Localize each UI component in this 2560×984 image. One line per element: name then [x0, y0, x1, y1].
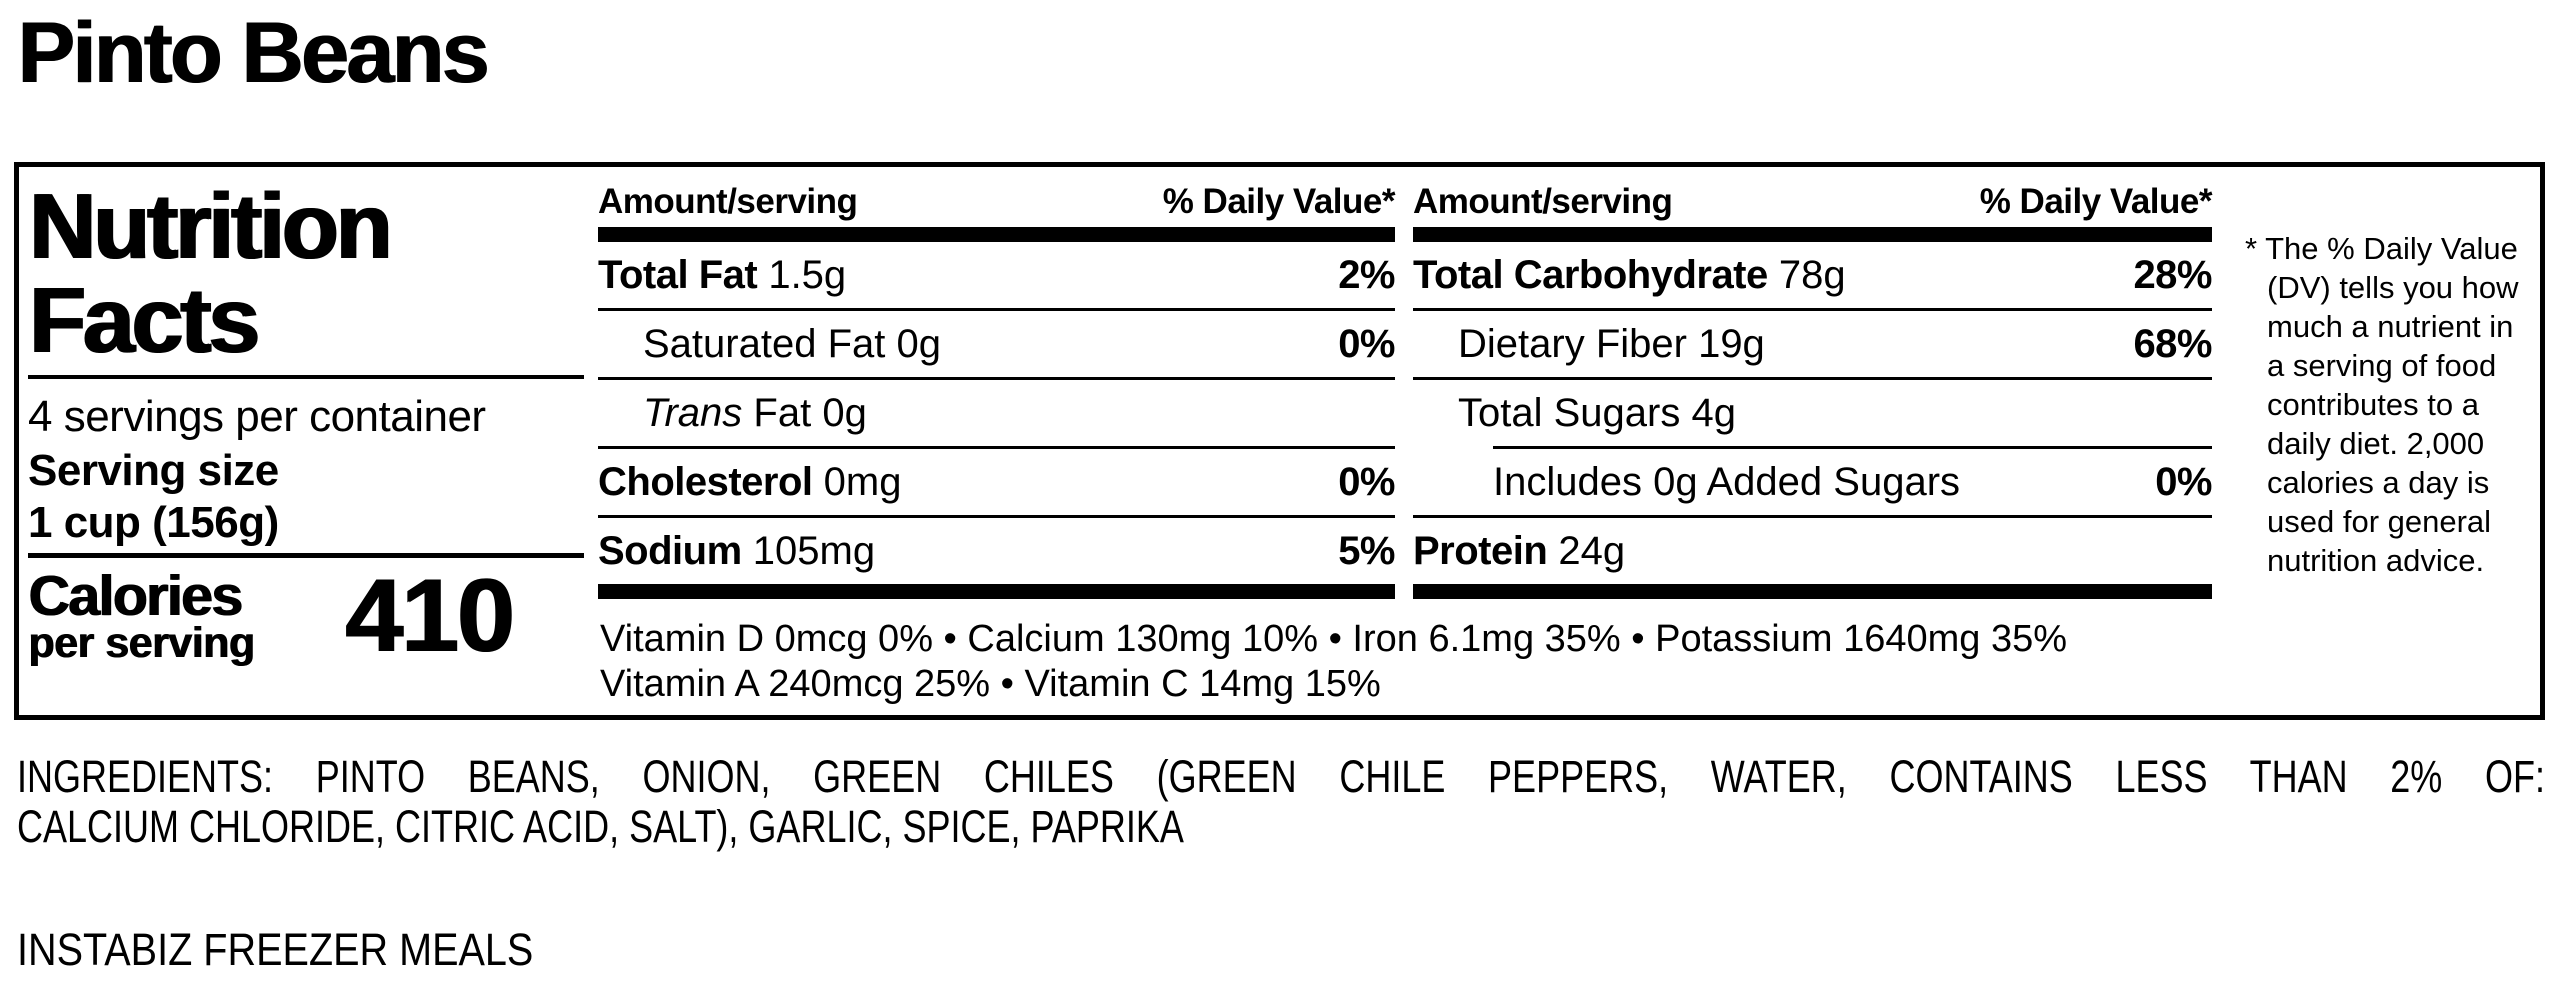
nutrient-name: Includes 0g Added Sugars — [1493, 459, 1961, 504]
row-divider — [1413, 308, 2212, 311]
nutrient-name-amount: Total Sugars 4g — [1458, 390, 1736, 435]
nutrient-name: Total Carbohydrate — [1413, 252, 1768, 297]
calories-value: 410 — [344, 558, 514, 674]
footnote-line: used for general — [2267, 504, 2492, 539]
daily-value-header: % Daily Value* — [1979, 182, 2213, 221]
nutrient-row: Includes 0g Added Sugars 0% — [1413, 449, 2212, 515]
daily-value-percent: 28% — [2133, 252, 2212, 297]
calories-labels: Calories per serving — [28, 564, 255, 667]
page-title: Pinto Beans — [17, 5, 489, 101]
nutrient-name-amount: Sodium 105mg — [598, 528, 876, 573]
serving-size-value: 1 cup (156g) — [28, 498, 279, 547]
serving-size-label: Serving size — [28, 446, 279, 495]
nutrient-name: Protein — [1413, 528, 1548, 573]
nutrient-row: Total Sugars 4g — [1413, 380, 2212, 446]
row-divider — [1413, 515, 2212, 518]
row-divider — [598, 446, 1395, 449]
daily-value-header: % Daily Value* — [1162, 182, 1396, 221]
footnote-line: contributes to a — [2267, 387, 2479, 422]
nutrient-name: Sodium — [598, 528, 742, 573]
daily-value-percent: 5% — [1338, 528, 1395, 573]
nutrient-column-1: Amount/serving % Daily Value* Total Fat 1.… — [598, 181, 1396, 599]
ingredients-section: INGREDIENTS: PINTO BEANS, ONION, GREEN C… — [17, 752, 2545, 852]
nutrition-facts-heading-line1: Nutrition — [28, 174, 391, 278]
ingredients-text: INGREDIENTS: PINTO BEANS, ONION, GREEN C… — [17, 752, 2545, 852]
ingredients-line2: CALCIUM CHLORIDE, CITRIC ACID, SALT), GA… — [17, 801, 1184, 852]
row-divider — [598, 515, 1395, 518]
calories-sublabel: per serving — [28, 619, 255, 667]
nutrient-name: Cholesterol — [598, 459, 813, 504]
nutrient-row: Protein 24g — [1413, 518, 2212, 584]
footnote-line: * The % Daily Value — [2245, 231, 2518, 266]
ingredients-line1: INGREDIENTS: PINTO BEANS, ONION, GREEN C… — [17, 751, 2545, 802]
nutrient-name-amount: Trans Fat 0g — [643, 390, 867, 435]
nutrient-name-amount: Cholesterol 0mg — [598, 459, 902, 504]
vitamins-section: Vitamin D 0mcg 0% • Calcium 130mg 10% • … — [600, 617, 2214, 707]
thick-bar — [1413, 584, 2212, 599]
nutrition-facts-panel: Nutrition Facts 4 servings per container… — [14, 162, 2545, 720]
nutrient-row: Total Fat 1.5g 2% — [598, 242, 1395, 308]
vitamins-line1: Vitamin D 0mcg 0% • Calcium 130mg 10% • … — [600, 618, 2068, 660]
nutrient-name-amount: Protein 24g — [1413, 528, 1626, 573]
divider-rule — [28, 375, 584, 379]
nutrient-column-2: Amount/serving % Daily Value* Total Carboh… — [1413, 181, 2213, 599]
nutrient-name-amount: Total Carbohydrate 78g — [1413, 252, 1846, 297]
nutrient-row: Sodium 105mg 5% — [598, 518, 1395, 584]
nutrition-facts-heading: Nutrition Facts — [28, 179, 584, 367]
calories-row: Calories per serving 410 — [28, 558, 584, 674]
column-header: Amount/serving % Daily Value* — [598, 181, 1396, 227]
footnote-line: calories a day is — [2267, 465, 2490, 500]
nutrient-row: Trans Fat 0g — [598, 380, 1395, 446]
nutrient-row: Dietary Fiber 19g 68% — [1413, 311, 2212, 377]
nutrient-name-amount: Dietary Fiber 19g — [1458, 321, 1765, 366]
thick-bar — [598, 584, 1395, 599]
row-divider — [1413, 377, 2212, 380]
amount-serving-header: Amount/serving — [598, 182, 858, 221]
daily-value-footnote: * The % Daily Value (DV) tells you how muc… — [2245, 229, 2535, 580]
divider-rule — [28, 553, 584, 558]
amount-serving-header: Amount/serving — [1413, 182, 1673, 221]
nutrient-name: Total Fat — [598, 252, 758, 297]
nutrient-row: Saturated Fat 0g 0% — [598, 311, 1395, 377]
footnote-line: much a nutrient in — [2267, 309, 2514, 344]
vitamins-line2: Vitamin A 240mcg 25% • Vitamin C 14mg 15… — [600, 663, 1381, 705]
thick-bar — [1413, 227, 2212, 242]
row-divider — [598, 308, 1395, 311]
daily-value-percent: 0% — [2155, 459, 2212, 504]
daily-value-percent: 2% — [1338, 252, 1395, 297]
nutrient-name: Fat — [753, 390, 812, 435]
nutrient-name-amount: Includes 0g Added Sugars — [1413, 460, 1960, 505]
servings-per-container: 4 servings per container — [28, 392, 486, 441]
daily-value-percent: 0% — [1338, 459, 1395, 504]
nutrient-name-amount: Saturated Fat 0g — [643, 321, 941, 366]
footnote-line: (DV) tells you how — [2267, 270, 2519, 305]
nutrient-row: Total Carbohydrate 78g 28% — [1413, 242, 2212, 308]
column-header: Amount/serving % Daily Value* — [1413, 181, 2213, 227]
footnote-line: daily diet. 2,000 — [2267, 426, 2485, 461]
daily-value-percent: 0% — [1338, 321, 1395, 366]
footnote-line: nutrition advice. — [2267, 543, 2485, 578]
row-divider — [1493, 446, 2212, 449]
nutrient-name: Dietary Fiber — [1458, 321, 1687, 366]
thick-bar — [598, 227, 1395, 242]
nutrition-summary-block: Nutrition Facts 4 servings per container… — [28, 167, 584, 674]
calories-label: Calories — [28, 564, 242, 628]
daily-value-percent: 68% — [2133, 321, 2212, 366]
brand-text: INSTABIZ FREEZER MEALS — [17, 924, 534, 975]
row-divider — [598, 377, 1395, 380]
brand-line: INSTABIZ FREEZER MEALS — [17, 925, 2560, 975]
nutrient-row: Cholesterol 0mg 0% — [598, 449, 1395, 515]
nutrient-name-amount: Total Fat 1.5g — [598, 252, 847, 297]
nutrient-name: Total Sugars — [1458, 390, 1681, 435]
nutrient-name-italic: Trans — [643, 390, 743, 435]
nutrient-name: Saturated Fat — [643, 321, 886, 366]
nutrition-facts-heading-line2: Facts — [28, 268, 259, 372]
footnote-line: a serving of food — [2267, 348, 2497, 383]
